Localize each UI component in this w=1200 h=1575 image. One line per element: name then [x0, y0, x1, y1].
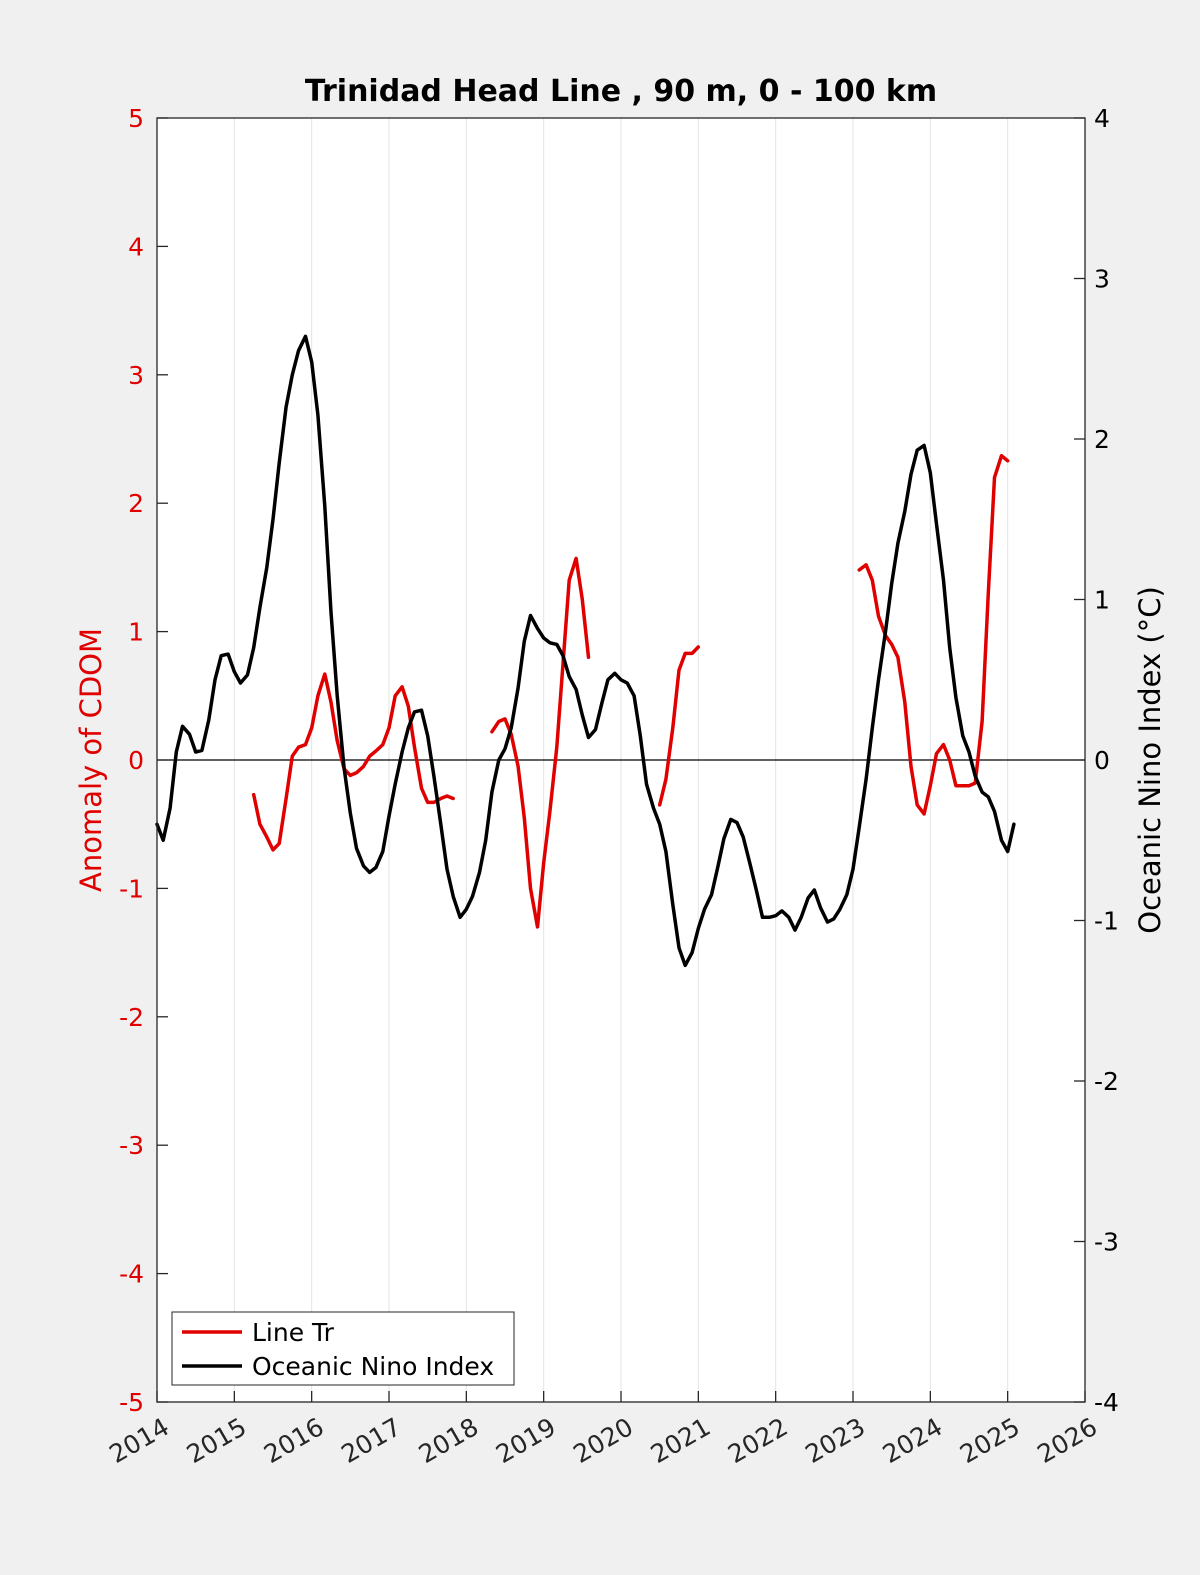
legend-label-line-tr: Line Tr: [252, 1318, 335, 1347]
right-tick-label--4: -4: [1094, 1388, 1119, 1417]
right-tick-label-4: 4: [1094, 104, 1110, 133]
series-line-tr-segment-1: [490, 556, 591, 929]
left-tick-label-3: 3: [128, 361, 144, 390]
x-tick-label-2023: 2023: [800, 1412, 870, 1469]
left-tick-label-0: 0: [128, 746, 144, 775]
legend: Line Tr Oceanic Nino Index: [171, 1311, 515, 1386]
right-tick-label--2: -2: [1094, 1067, 1119, 1096]
left-tick-label-1: 1: [128, 618, 144, 647]
right-tick-label-3: 3: [1094, 265, 1110, 294]
legend-box: [171, 1311, 515, 1386]
x-tick-label-2018: 2018: [414, 1412, 484, 1469]
left-tick-label--5: -5: [119, 1388, 144, 1417]
x-tick-label-2020: 2020: [568, 1412, 638, 1469]
x-tick-label-2014: 2014: [104, 1412, 174, 1469]
right-axis: -4 -3 -2 -1 0 1 2 3 4: [1074, 104, 1119, 1417]
x-tick-label-2021: 2021: [646, 1412, 716, 1469]
left-tick-label--3: -3: [119, 1131, 144, 1160]
right-tick-label-0: 0: [1094, 746, 1110, 775]
left-tick-label-5: 5: [128, 104, 144, 133]
chart-title: Trinidad Head Line , 90 m, 0 - 100 km: [305, 74, 937, 109]
right-tick-label--1: -1: [1094, 907, 1119, 936]
x-tick-label-2022: 2022: [723, 1412, 793, 1469]
right-tick-label-1: 1: [1094, 586, 1110, 615]
legend-label-oni: Oceanic Nino Index: [252, 1352, 494, 1381]
left-tick-label-4: 4: [128, 232, 144, 261]
left-tick-label-2: 2: [128, 489, 144, 518]
series-layer: [155, 334, 1016, 968]
left-axis: -5 -4 -3 -2 -1 0 1 2 3 4 5: [119, 104, 168, 1417]
right-tick-label-2: 2: [1094, 425, 1110, 454]
x-tick-label-2025: 2025: [955, 1412, 1025, 1469]
x-tick-label-2019: 2019: [491, 1412, 561, 1469]
series-line-tr-segment-2: [657, 645, 701, 807]
x-tick-label-2016: 2016: [259, 1412, 329, 1469]
left-axis-title: Anomaly of CDOM: [74, 628, 108, 892]
x-tick-label-2024: 2024: [878, 1412, 948, 1469]
x-tick-label-2017: 2017: [336, 1412, 406, 1469]
right-tick-label--3: -3: [1094, 1228, 1119, 1257]
x-tick-label-2026: 2026: [1032, 1412, 1102, 1469]
x-axis: 2014 2015 2016 2017 2018 2019 2020 2021 2022 2023…: [104, 1391, 1102, 1469]
left-tick-label--4: -4: [119, 1260, 144, 1289]
right-axis-title: Oceanic Nino Index (°C): [1133, 586, 1167, 934]
x-tick-label-2015: 2015: [182, 1412, 252, 1469]
series-line-tr-segment-0: [251, 672, 455, 852]
left-tick-label--1: -1: [119, 874, 144, 903]
series-oni-segment-0: [155, 334, 1016, 968]
left-tick-label--2: -2: [119, 1003, 144, 1032]
